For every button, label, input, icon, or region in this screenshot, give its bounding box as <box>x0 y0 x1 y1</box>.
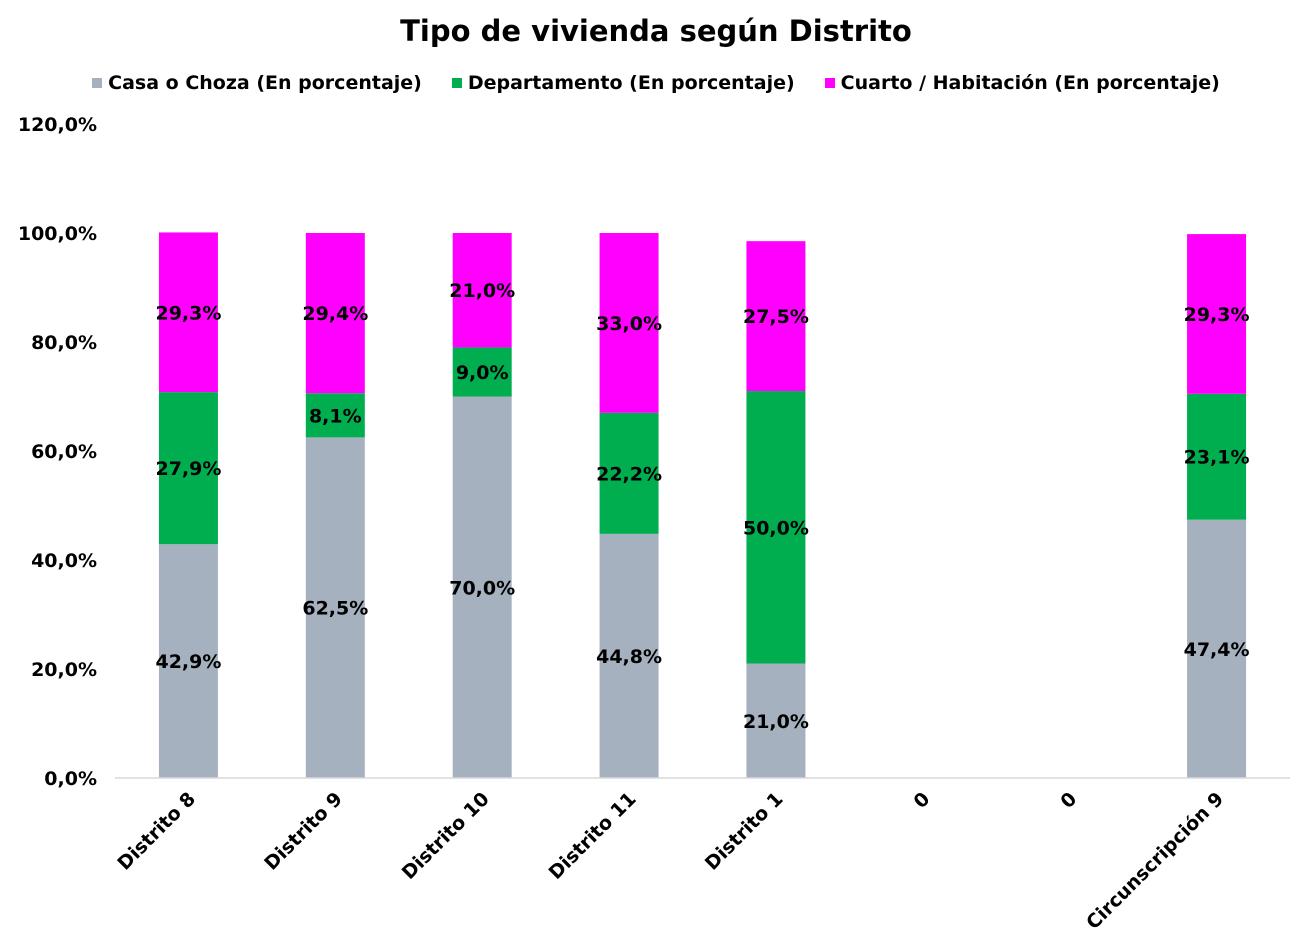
data-label: 29,4% <box>302 303 368 325</box>
data-label: 29,3% <box>155 302 221 324</box>
bar-segment <box>746 391 806 664</box>
data-label: 22,2% <box>596 463 662 485</box>
legend-label-departamento: Departamento (En porcentaje) <box>467 72 795 94</box>
data-label: 44,8% <box>596 646 662 668</box>
legend-item-casa: Casa o Choza (En porcentaje) <box>92 72 422 94</box>
data-label: 42,9% <box>155 651 221 673</box>
data-label: 23,1% <box>1184 447 1250 469</box>
y-tick-label: 60,0% <box>31 441 97 463</box>
bar-segment <box>1187 234 1247 394</box>
bar-segment <box>305 233 365 394</box>
bar-segment <box>1187 393 1247 520</box>
legend-label-cuarto: Cuarto / Habitación (En porcentaje) <box>840 72 1220 94</box>
legend-swatch-casa <box>92 78 103 88</box>
data-label: 70,0% <box>449 577 515 599</box>
y-tick-label: 120,0% <box>18 114 97 136</box>
bar-segment <box>1187 519 1247 778</box>
legend: Casa o Choza (En porcentaje) Departament… <box>0 72 1312 94</box>
bar-segment <box>599 412 659 534</box>
x-tick-label: Circunscripción 9 <box>1082 788 1228 934</box>
x-tick-label: Distrito 9 <box>260 788 347 875</box>
data-label: 21,0% <box>449 280 515 302</box>
x-tick-label: Distrito 8 <box>113 788 200 875</box>
bar-segment <box>158 232 218 393</box>
chart-title: Tipo de vivienda según Distrito <box>400 14 912 48</box>
x-tick-label: 0 <box>909 788 934 813</box>
x-tick-label: Distrito 11 <box>545 788 641 884</box>
data-label: 9,0% <box>456 362 509 384</box>
y-tick-label: 40,0% <box>31 550 97 572</box>
data-label: 50,0% <box>743 517 809 539</box>
y-tick-label: 80,0% <box>31 332 97 354</box>
bar-segment <box>305 393 365 438</box>
data-label: 47,4% <box>1184 639 1250 661</box>
bar-segment <box>746 663 806 778</box>
bar-segment <box>599 533 659 778</box>
y-tick-label: 20,0% <box>31 659 97 681</box>
legend-item-cuarto: Cuarto / Habitación (En porcentaje) <box>824 72 1220 94</box>
bar-segment <box>599 233 659 413</box>
bar-segment <box>746 241 806 392</box>
x-tick-label: Distrito 10 <box>398 788 494 884</box>
x-tick-label: Distrito 1 <box>701 788 788 875</box>
legend-item-departamento: Departamento (En porcentaje) <box>451 72 795 94</box>
x-tick-label: 0 <box>1056 788 1081 813</box>
bar-segment <box>452 347 512 397</box>
bar-segment <box>305 437 365 778</box>
bar-segment <box>452 233 512 348</box>
bar-segment <box>158 392 218 545</box>
legend-swatch-departamento <box>451 78 462 88</box>
legend-label-casa: Casa o Choza (En porcentaje) <box>108 72 422 94</box>
data-label: 27,9% <box>155 458 221 480</box>
data-label: 33,0% <box>596 313 662 335</box>
bar-segment <box>452 396 512 778</box>
legend-swatch-cuarto <box>824 78 835 88</box>
data-label: 29,3% <box>1184 304 1250 326</box>
data-label: 21,0% <box>743 711 809 733</box>
data-label: 27,5% <box>743 306 809 328</box>
data-label: 62,5% <box>302 598 368 620</box>
bar-segment <box>158 544 218 778</box>
y-tick-label: 0,0% <box>44 768 97 790</box>
data-label: 8,1% <box>309 405 362 427</box>
y-tick-label: 100,0% <box>18 223 97 245</box>
